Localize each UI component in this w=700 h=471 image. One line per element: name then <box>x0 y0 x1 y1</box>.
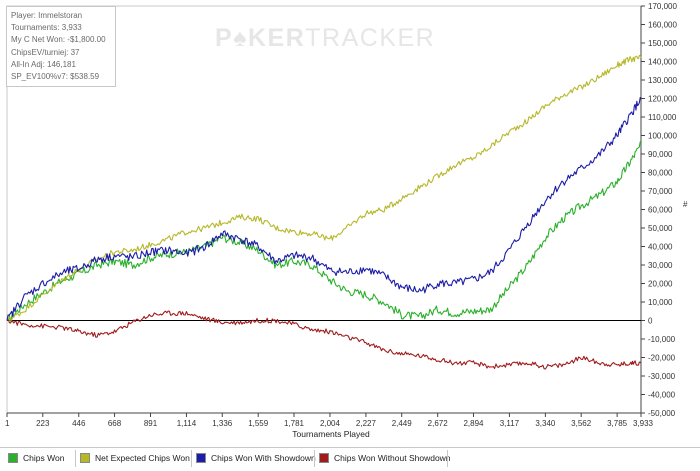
info-chips-ev: ChipsEV/turniej: 37 <box>11 47 80 57</box>
x-tick-label: 3,785 <box>607 419 628 428</box>
legend-swatch-net-expected <box>80 453 90 463</box>
player-info-box: Player: Immelstoran Tournaments: 3,933 M… <box>6 6 116 88</box>
legend-item-without-showdown[interactable]: Chips Won Without Showdown <box>319 453 451 463</box>
x-tick-label: 2,227 <box>356 419 377 428</box>
info-allin-adj: All-In Adj: 146,181 <box>11 59 76 69</box>
x-tick-label: 2,672 <box>428 419 449 428</box>
x-tick-label: 446 <box>72 419 86 428</box>
y-tick-label: 170,000 <box>648 2 677 11</box>
legend-swatch-with-showdown <box>196 453 206 463</box>
x-tick-label: 3,340 <box>535 419 556 428</box>
y-tick-label: 130,000 <box>648 76 677 85</box>
info-net-won: My C Net Won: -$1,800.00 <box>11 35 106 45</box>
y-axis-unit: # <box>683 200 688 209</box>
info-player: Player: Immelstoran <box>11 11 83 20</box>
y-tick-label: 150,000 <box>648 39 677 48</box>
x-axis-label: Tournaments Played <box>292 429 370 439</box>
y-tick-label: 100,000 <box>648 132 677 141</box>
x-tick-label: 668 <box>108 419 122 428</box>
chart-svg: -50,000 -40,000 -30,000 -20,000 -10,000 0 10,0… <box>5 2 677 439</box>
legend-swatch-without-showdown <box>319 453 329 463</box>
x-tick-label: 1,336 <box>212 419 233 428</box>
legend-label-with-showdown: Chips Won With Showdown <box>211 453 316 463</box>
legend-item-chips-won[interactable]: Chips Won <box>8 453 64 463</box>
pokertracker-watermark: P♠KERTRACKER <box>215 24 436 52</box>
x-tick-label: 1,781 <box>284 419 305 428</box>
y-tick-label: -30,000 <box>648 372 676 381</box>
y-tick-label: 20,000 <box>648 280 673 289</box>
legend-item-net-expected[interactable]: Net Expected Chips Won <box>80 453 190 463</box>
x-tick-label: 2,004 <box>320 419 341 428</box>
x-tick-label: 3,562 <box>571 419 592 428</box>
y-tick-label: -50,000 <box>648 409 676 418</box>
y-tick-label: 110,000 <box>648 113 677 122</box>
info-tournaments: Tournaments: 3,933 <box>11 23 82 33</box>
x-tick-label: 3,117 <box>500 419 520 428</box>
info-sp-ev: SP_EV100%v7: $538.59 <box>11 72 100 82</box>
y-tick-label: -40,000 <box>648 391 676 400</box>
x-tick-label: 891 <box>144 419 158 428</box>
legend: Chips Won Net Expected Chips Won Chips W… <box>0 447 700 471</box>
y-tick-label: 70,000 <box>648 187 673 196</box>
legend-divider <box>75 450 76 467</box>
x-tick-label: 1,559 <box>248 419 269 428</box>
y-tick-label: 60,000 <box>648 206 673 215</box>
legend-item-with-showdown[interactable]: Chips Won With Showdown <box>196 453 316 463</box>
legend-label-net-expected: Net Expected Chips Won <box>95 453 190 463</box>
x-tick-label: 2,894 <box>463 419 484 428</box>
y-tick-label: -10,000 <box>648 335 676 344</box>
legend-divider <box>314 450 315 467</box>
y-tick-label: 50,000 <box>648 224 673 233</box>
y-tick-label: 40,000 <box>648 243 673 252</box>
x-tick-label: 3,933 <box>633 419 654 428</box>
legend-swatch-chips-won <box>8 453 18 463</box>
legend-label-without-showdown: Chips Won Without Showdown <box>334 453 451 463</box>
x-tick-label: 1 <box>5 419 10 428</box>
y-tick-label: 10,000 <box>648 298 673 307</box>
x-tick-label: 2,449 <box>392 419 413 428</box>
series-without-showdown <box>6 310 642 370</box>
series-net-expected <box>6 54 642 321</box>
y-tick-label: 0 <box>648 317 653 326</box>
series-chips-won <box>6 141 642 322</box>
y-tick-label: 120,000 <box>648 95 677 104</box>
legend-label-chips-won: Chips Won <box>23 453 65 463</box>
legend-divider <box>447 450 448 467</box>
y-tick-label: 30,000 <box>648 261 673 270</box>
y-tick-label: 90,000 <box>648 150 673 159</box>
y-tick-label: 140,000 <box>648 58 677 67</box>
x-tick-label: 1,114 <box>177 419 197 428</box>
x-tick-label: 223 <box>36 419 50 428</box>
legend-divider <box>191 450 192 467</box>
series-with-showdown <box>6 97 642 321</box>
y-tick-label: 160,000 <box>648 21 677 30</box>
y-tick-label: -20,000 <box>648 354 676 363</box>
y-tick-label: 80,000 <box>648 169 673 178</box>
